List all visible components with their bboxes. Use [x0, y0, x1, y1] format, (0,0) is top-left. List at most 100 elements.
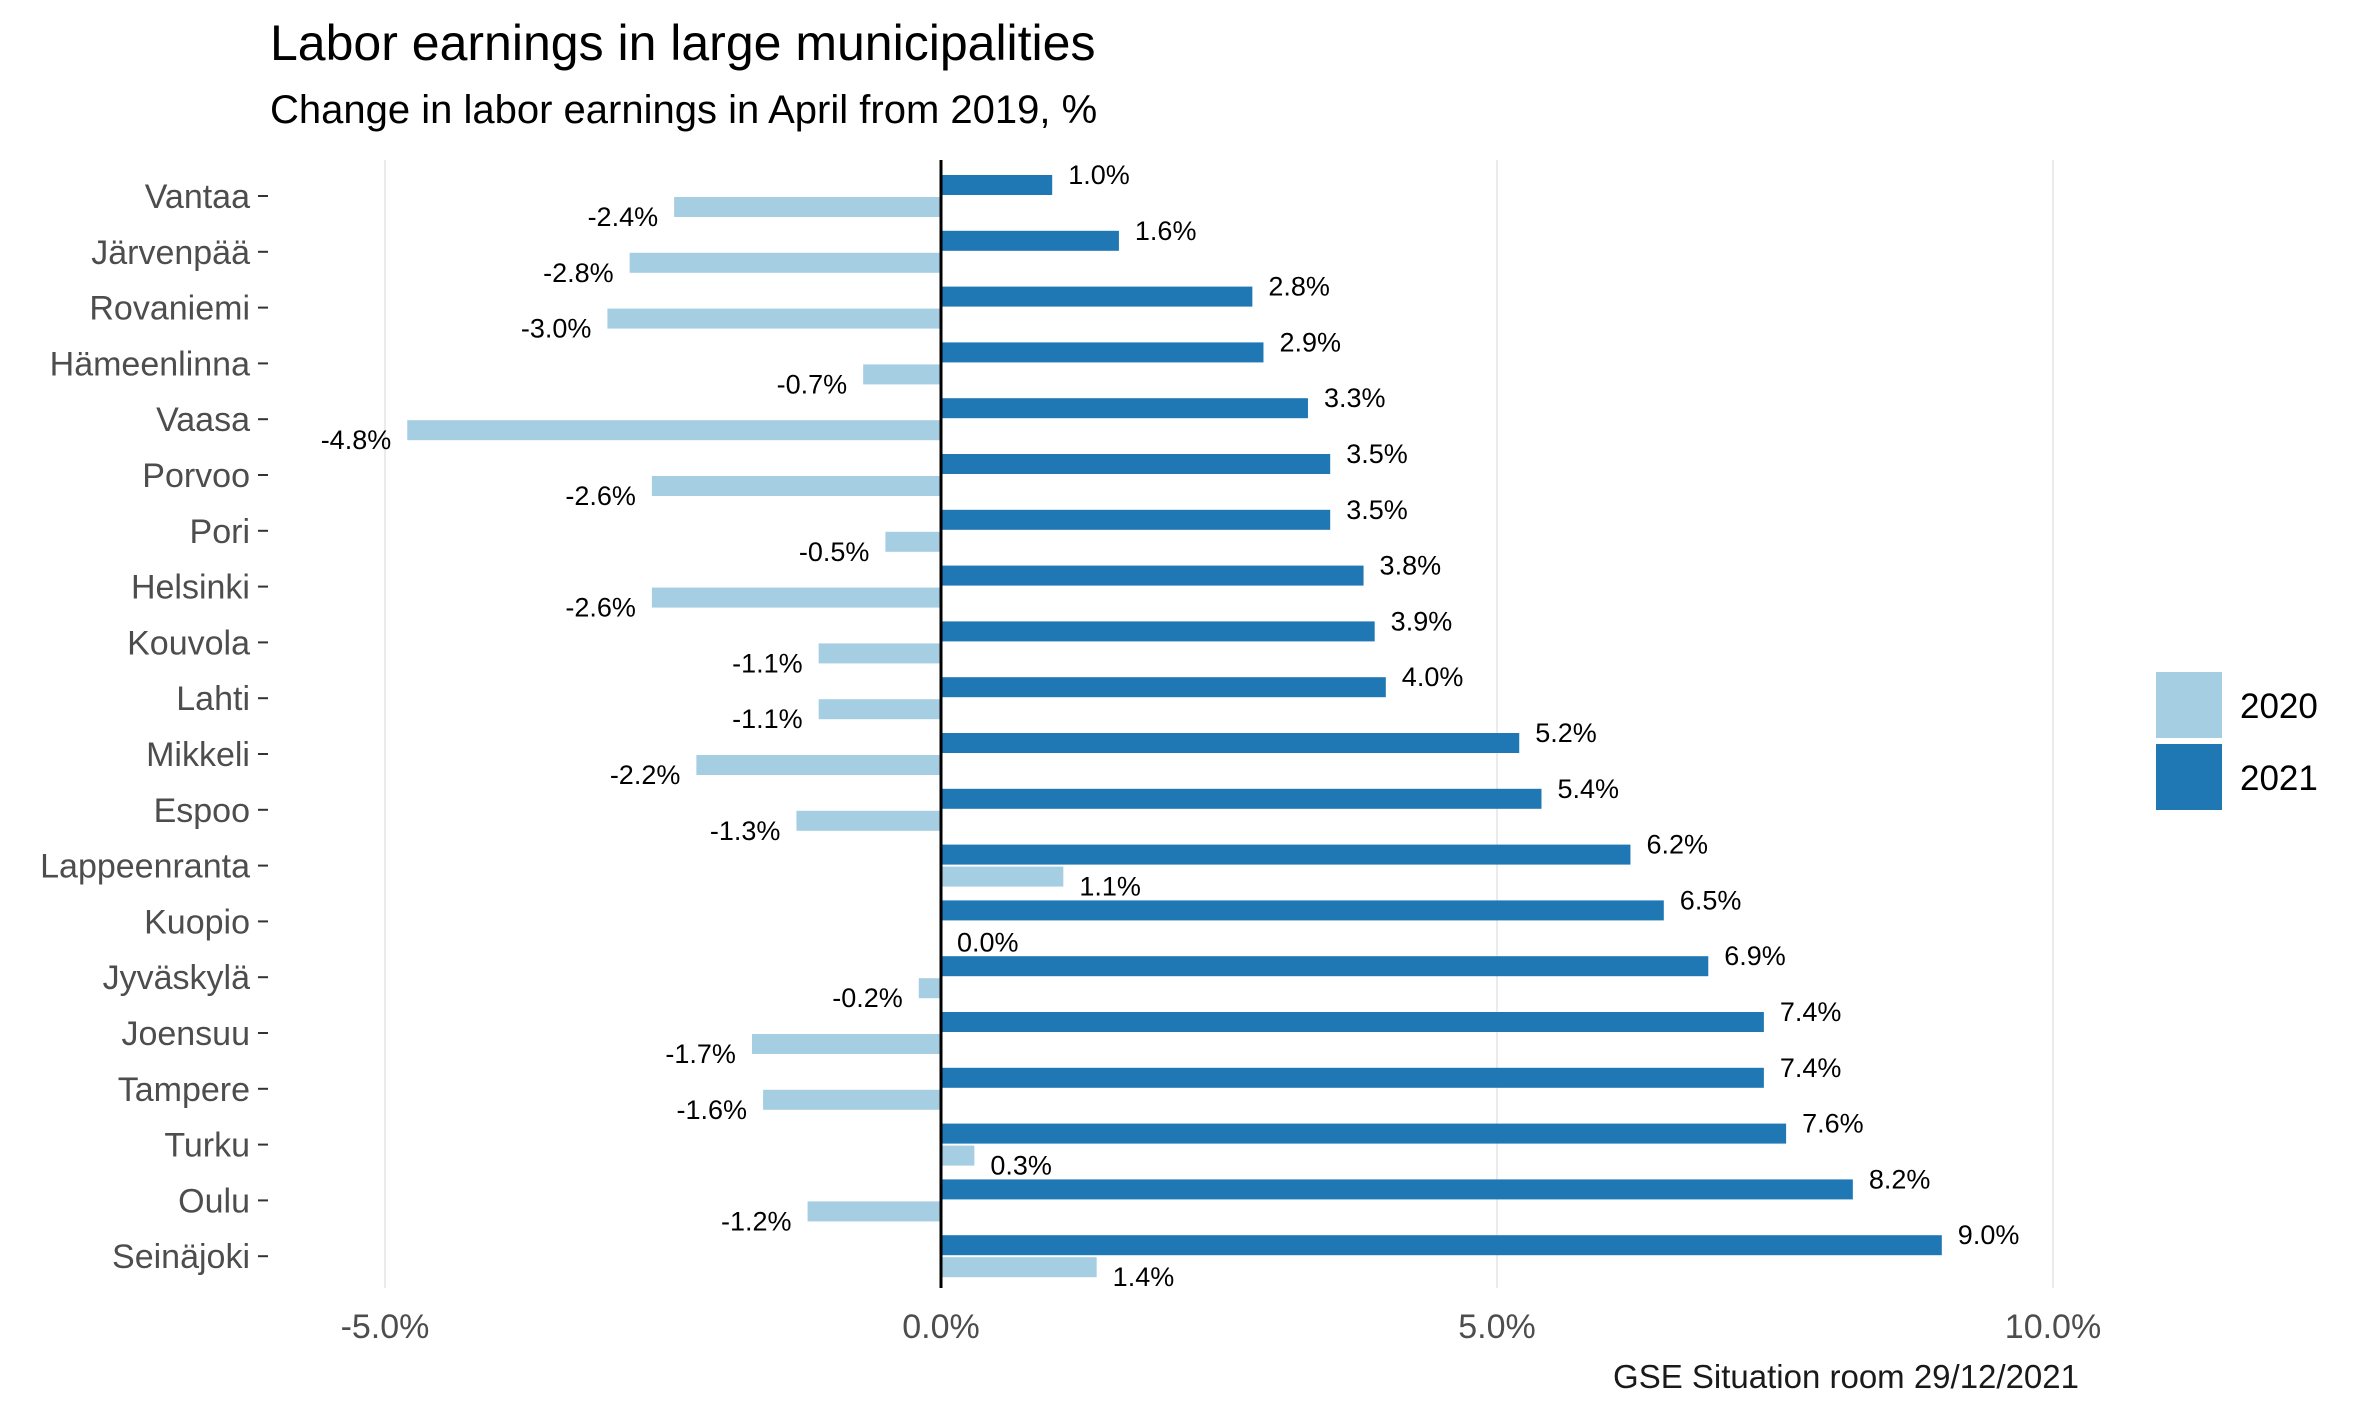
category-label: Vaasa [156, 401, 250, 439]
data-label-2021: 4.0% [1402, 662, 1464, 692]
x-tick-label: -5.0% [341, 1308, 430, 1346]
data-label-2020: -2.8% [543, 258, 614, 288]
bar-2021 [941, 956, 1709, 977]
bar-2020 [818, 643, 941, 664]
bar-2020 [863, 364, 941, 385]
data-label-2020: -2.4% [588, 202, 659, 232]
bar-2020 [696, 755, 941, 775]
data-label-2021: 3.8% [1380, 551, 1442, 581]
data-label-2021: 6.2% [1646, 830, 1708, 860]
bar-2020 [651, 476, 941, 496]
bar-2021 [941, 1012, 1764, 1032]
bar-2021 [941, 509, 1331, 530]
bar-2021 [941, 175, 1053, 195]
data-label-2020: -1.2% [721, 1206, 792, 1236]
bar-2021 [941, 1235, 1942, 1256]
bar-2021 [941, 677, 1386, 698]
data-label-2020: -2.6% [565, 481, 636, 511]
data-label-2020: 1.4% [1113, 1262, 1175, 1292]
category-label: Hämeenlinna [50, 345, 250, 383]
data-label-2021: 8.2% [1869, 1164, 1931, 1194]
bar-2021 [941, 454, 1331, 474]
data-label-2021: 3.9% [1391, 606, 1453, 636]
category-label: Seinäjoki [112, 1238, 250, 1276]
data-label-2020: -1.6% [677, 1095, 748, 1125]
bar-2021 [941, 1123, 1787, 1144]
bar-2021 [941, 230, 1119, 251]
bar-2020 [407, 420, 941, 441]
bar-2020 [941, 1145, 975, 1166]
data-label-2021: 5.4% [1557, 774, 1619, 804]
data-label-2020: 1.1% [1079, 872, 1141, 902]
data-label-2020: -1.7% [665, 1039, 736, 1069]
bar-2021 [941, 788, 1542, 809]
data-label-2021: 7.4% [1780, 997, 1842, 1027]
chart-caption: GSE Situation room 29/12/2021 [1613, 1358, 2079, 1395]
category-label: Pori [190, 513, 250, 551]
bar-2020 [651, 587, 941, 608]
category-label: Järvenpää [91, 234, 250, 272]
data-label-2020: -1.1% [732, 648, 803, 678]
legend: 2020 2021 [2156, 672, 2318, 810]
category-label: Espoo [154, 792, 250, 830]
bar-2021 [941, 342, 1264, 363]
bar-2021 [941, 398, 1308, 419]
legend-label-2020: 2020 [2240, 687, 2318, 726]
x-tick-label: 10.0% [2005, 1308, 2101, 1346]
category-label: Joensuu [121, 1015, 250, 1053]
category-label: Porvoo [142, 457, 250, 495]
bar-layer [407, 175, 1942, 1278]
bar-2020 [674, 197, 941, 217]
data-label-2021: 6.5% [1680, 885, 1742, 915]
bar-2020 [751, 1034, 941, 1054]
category-label: Mikkeli [146, 736, 250, 774]
data-label-2020: 0.0% [957, 927, 1019, 957]
category-label: Helsinki [131, 569, 250, 607]
axis-layer: -5.0% 0.0% 5.0% 10.0% Vantaa Järvenpää Rovanie… [40, 178, 2101, 1346]
bar-2020 [629, 252, 941, 273]
data-label-2020: -0.5% [799, 537, 870, 567]
data-label-2020: -2.6% [565, 593, 636, 623]
category-label: Lahti [176, 680, 250, 718]
x-tick-label: 0.0% [902, 1308, 980, 1346]
category-label: Jyväskylä [103, 959, 250, 997]
data-label-2020: 0.3% [990, 1151, 1052, 1181]
chart-subtitle: Change in labor earnings in April from 2… [270, 88, 1098, 132]
data-label-2020: -0.7% [777, 369, 848, 399]
data-label-2020: -4.8% [321, 425, 392, 455]
data-label-2021: 3.5% [1346, 439, 1408, 469]
bar-2020 [796, 810, 941, 831]
bar-2021 [941, 844, 1631, 865]
bar-2020 [941, 866, 1064, 887]
data-label-2021: 3.3% [1324, 383, 1386, 413]
bar-2020 [807, 1201, 941, 1222]
bar-2020 [607, 308, 941, 329]
category-label: Vantaa [145, 178, 250, 216]
data-label-2021: 1.6% [1135, 216, 1197, 246]
data-label-2020: -0.2% [832, 983, 903, 1013]
category-label: Lappeenranta [40, 848, 250, 886]
category-label: Tampere [118, 1071, 250, 1109]
chart-title: Labor earnings in large municipalities [270, 15, 1096, 71]
category-label: Turku [164, 1127, 250, 1165]
data-label-layer: 1.0% -2.4% 1.6% -2.8% 2.8% -3.0% 2.9% -0.7% 3.3%… [321, 160, 2020, 1292]
data-label-2021: 2.8% [1268, 272, 1330, 302]
bar-2020 [818, 699, 941, 720]
category-label: Rovaniemi [89, 290, 250, 328]
bar-2021 [941, 1067, 1764, 1088]
data-label-2021: 3.5% [1346, 495, 1408, 525]
data-label-2021: 7.6% [1802, 1109, 1864, 1139]
bar-2021 [941, 621, 1375, 642]
data-label-2020: -1.3% [710, 816, 781, 846]
bar-2020 [885, 531, 941, 552]
data-label-2021: 9.0% [1958, 1220, 2020, 1250]
legend-label-2021: 2021 [2240, 759, 2318, 798]
data-label-2021: 6.9% [1724, 941, 1786, 971]
bar-2021 [941, 733, 1520, 753]
data-label-2020: -1.1% [732, 704, 803, 734]
data-label-2021: 7.4% [1780, 1053, 1842, 1083]
data-label-2021: 5.2% [1535, 718, 1597, 748]
bar-2020 [941, 1257, 1097, 1278]
category-label: Kuopio [144, 903, 250, 941]
